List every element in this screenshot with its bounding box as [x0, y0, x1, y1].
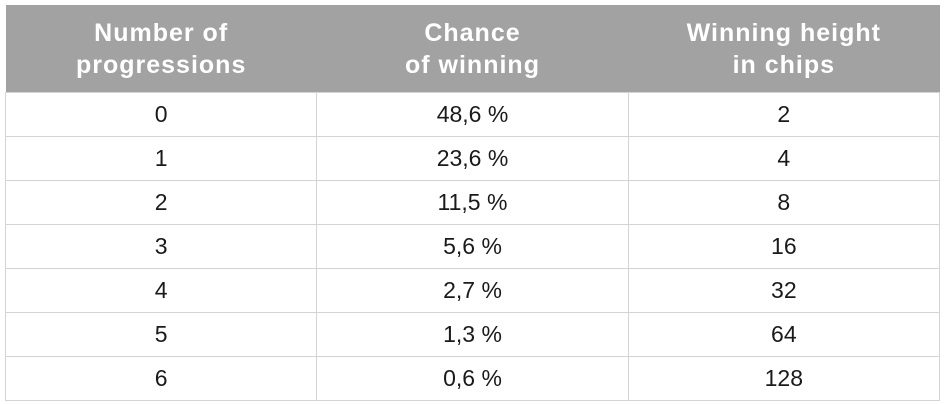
- table-body: 0 48,6 % 2 1 23,6 % 4 2 11,5 % 8 3 5,6 % 16 4 2,7 % 32…: [4, 92, 941, 401]
- table-cell: 11,5 %: [316, 180, 629, 225]
- table-cell: 5: [4, 312, 318, 357]
- header-line: of winning: [405, 50, 540, 79]
- header-line: Winning height: [686, 18, 881, 47]
- table-cell: 0: [4, 92, 318, 137]
- table-cell: 16: [627, 224, 941, 269]
- table-cell: 1,3 %: [316, 312, 629, 357]
- table-cell: 2: [4, 180, 318, 225]
- table-row: 4 2,7 % 32: [4, 268, 941, 313]
- table-cell: 3: [4, 224, 318, 269]
- header-row: Number of progressions Chance of winning Win…: [5, 5, 940, 93]
- header-line: in chips: [732, 50, 836, 79]
- table-cell: 48,6 %: [316, 92, 629, 137]
- table-row: 0 48,6 % 2: [4, 92, 941, 137]
- header-line: Chance: [424, 18, 521, 47]
- table-cell: 0,6 %: [316, 356, 629, 401]
- table-cell: 1: [4, 136, 318, 181]
- header-cell: Winning height in chips: [628, 5, 940, 93]
- table-row: 5 1,3 % 64: [4, 312, 941, 357]
- header-cell: Number of progressions: [5, 5, 317, 93]
- header-cell: Chance of winning: [316, 5, 629, 93]
- header-line: Number of: [94, 18, 229, 47]
- table-cell: 4: [627, 136, 941, 181]
- table-cell: 64: [627, 312, 941, 357]
- table-row: 6 0,6 % 128: [4, 356, 941, 401]
- table-cell: 128: [627, 356, 941, 401]
- table-head: Number of progressions Chance of winning Win…: [5, 5, 940, 93]
- table-cell: 8: [627, 180, 941, 225]
- table-cell: 32: [627, 268, 941, 313]
- table-cell: 4: [4, 268, 318, 313]
- table-container: Number of progressions Chance of winning Win…: [4, 5, 941, 401]
- table-cell: 23,6 %: [316, 136, 629, 181]
- table-cell: 6: [4, 356, 318, 401]
- table-cell: 5,6 %: [316, 224, 629, 269]
- table-cell: 2: [627, 92, 941, 137]
- header-line: progressions: [75, 50, 247, 79]
- table-row: 1 23,6 % 4: [4, 136, 941, 181]
- table-row: 2 11,5 % 8: [4, 180, 941, 225]
- table-row: 3 5,6 % 16: [4, 224, 941, 269]
- table-cell: 2,7 %: [316, 268, 629, 313]
- odds-table: Number of progressions Chance of winning Win…: [4, 5, 941, 401]
